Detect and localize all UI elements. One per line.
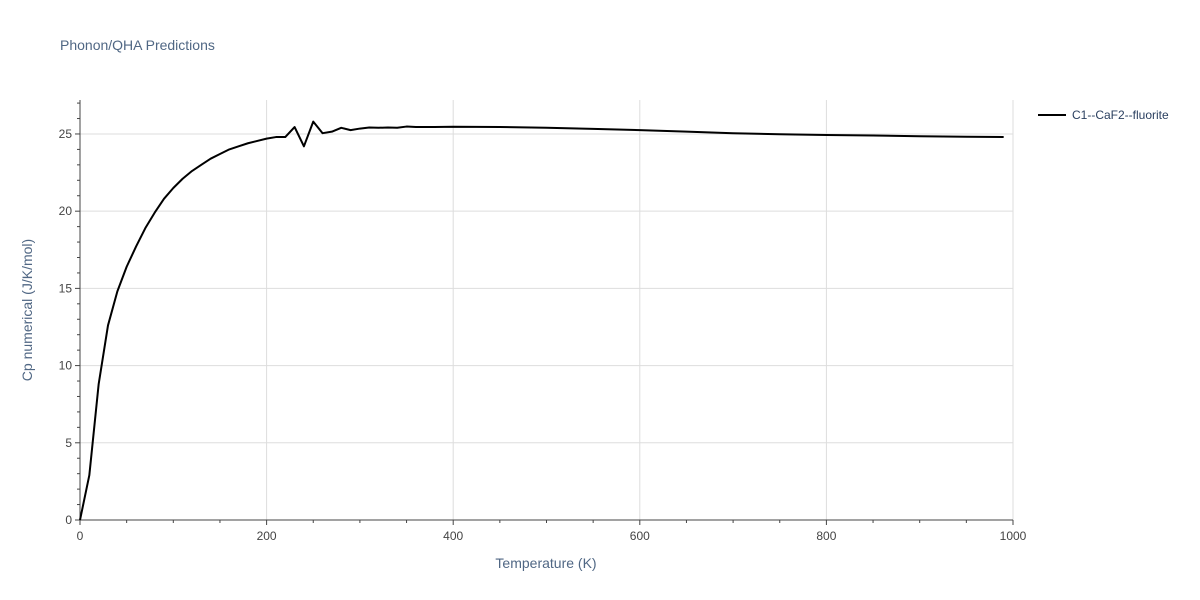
y-tick-label: 5 [65,436,72,450]
chart-title: Phonon/QHA Predictions [60,37,215,53]
legend-label: C1--CaF2--fluorite [1072,108,1169,122]
y-tick-label: 25 [59,127,73,141]
y-tick-label: 15 [59,281,73,295]
y-tick-label: 20 [59,204,73,218]
axes [79,100,1013,521]
grid [80,100,1014,520]
x-tick-label: 200 [257,529,277,543]
x-tick-label: 1000 [1000,529,1027,543]
tick-labels: 0 200 400 600 800 1000 0 5 10 15 20 25 [59,127,1027,543]
x-tick-label: 0 [77,529,84,543]
y-tick-label: 0 [65,513,72,527]
minor-ticks [75,102,1014,525]
x-tick-label: 600 [630,529,650,543]
x-tick-label: 400 [443,529,463,543]
x-tick-label: 800 [816,529,836,543]
plot-lines [79,120,1004,521]
y-axis-title: Cp numerical (J/K/mol) [19,239,35,381]
x-axis-title: Temperature (K) [495,555,596,571]
legend[interactable]: C1--CaF2--fluorite [1038,108,1169,122]
series-line [79,120,1004,521]
y-tick-label: 10 [59,359,73,373]
